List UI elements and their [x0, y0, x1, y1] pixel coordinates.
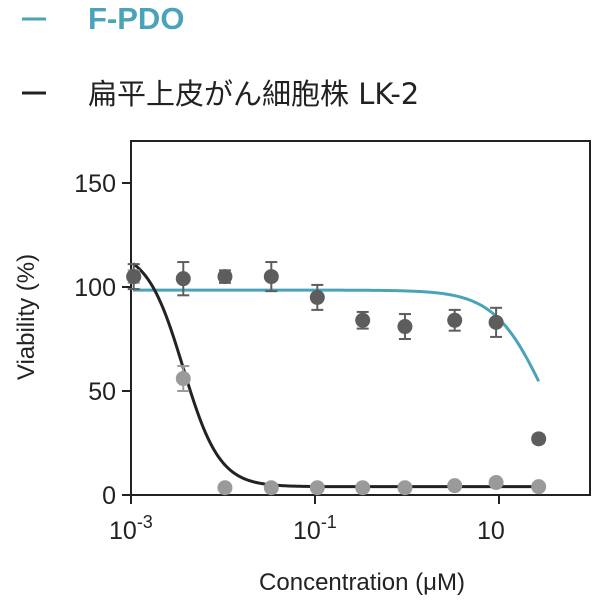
data-points — [126, 261, 547, 496]
x-axis-title: Concentration (μM) — [259, 569, 465, 596]
x-tick-label: 10-3 — [109, 512, 153, 545]
lk2-data-point — [488, 475, 504, 491]
fpdo-data-point — [531, 431, 547, 447]
fit-curve-lk2 — [132, 262, 539, 489]
fit-curve-fpdo — [132, 288, 541, 382]
legend-fpdo-label: F-PDO — [88, 1, 184, 36]
fpdo-data-point — [309, 289, 325, 305]
legend: F-PDO 扁平上皮がん細胞株 LK-2 — [22, 1, 419, 111]
x-tick-label: 10-1 — [293, 512, 337, 545]
fpdo-data-point — [175, 271, 191, 287]
axis-ticks: 0 50 100 150 10-3 10-1 10 — [74, 170, 505, 545]
fpdo-data-point — [488, 314, 504, 330]
lk2-data-point — [355, 480, 371, 496]
legend-lk2-label: 扁平上皮がん細胞株 LK-2 — [88, 77, 419, 111]
y-tick-label: 150 — [74, 170, 116, 198]
fpdo-data-point — [397, 319, 413, 335]
y-tick-label: 0 — [102, 482, 116, 510]
lk2-data-point — [447, 478, 463, 494]
lk2-data-point — [175, 371, 191, 387]
lk2-data-point — [309, 480, 325, 496]
fpdo-data-point — [447, 312, 463, 328]
fpdo-data-point — [217, 269, 233, 285]
fpdo-data-point — [126, 269, 142, 285]
lk2-data-point — [531, 479, 547, 495]
y-tick-label: 50 — [88, 378, 116, 406]
lk2-data-point — [397, 480, 413, 496]
y-axis-title: Viability (%) — [13, 254, 40, 380]
fit-curves — [132, 262, 541, 489]
y-tick-label: 100 — [74, 274, 116, 302]
plot-frame — [130, 140, 591, 496]
fpdo-data-point — [355, 312, 371, 328]
x-tick-label: 10 — [477, 517, 505, 545]
lk2-data-point — [217, 480, 233, 496]
fpdo-data-point — [263, 269, 279, 285]
lk2-data-point — [263, 480, 279, 496]
